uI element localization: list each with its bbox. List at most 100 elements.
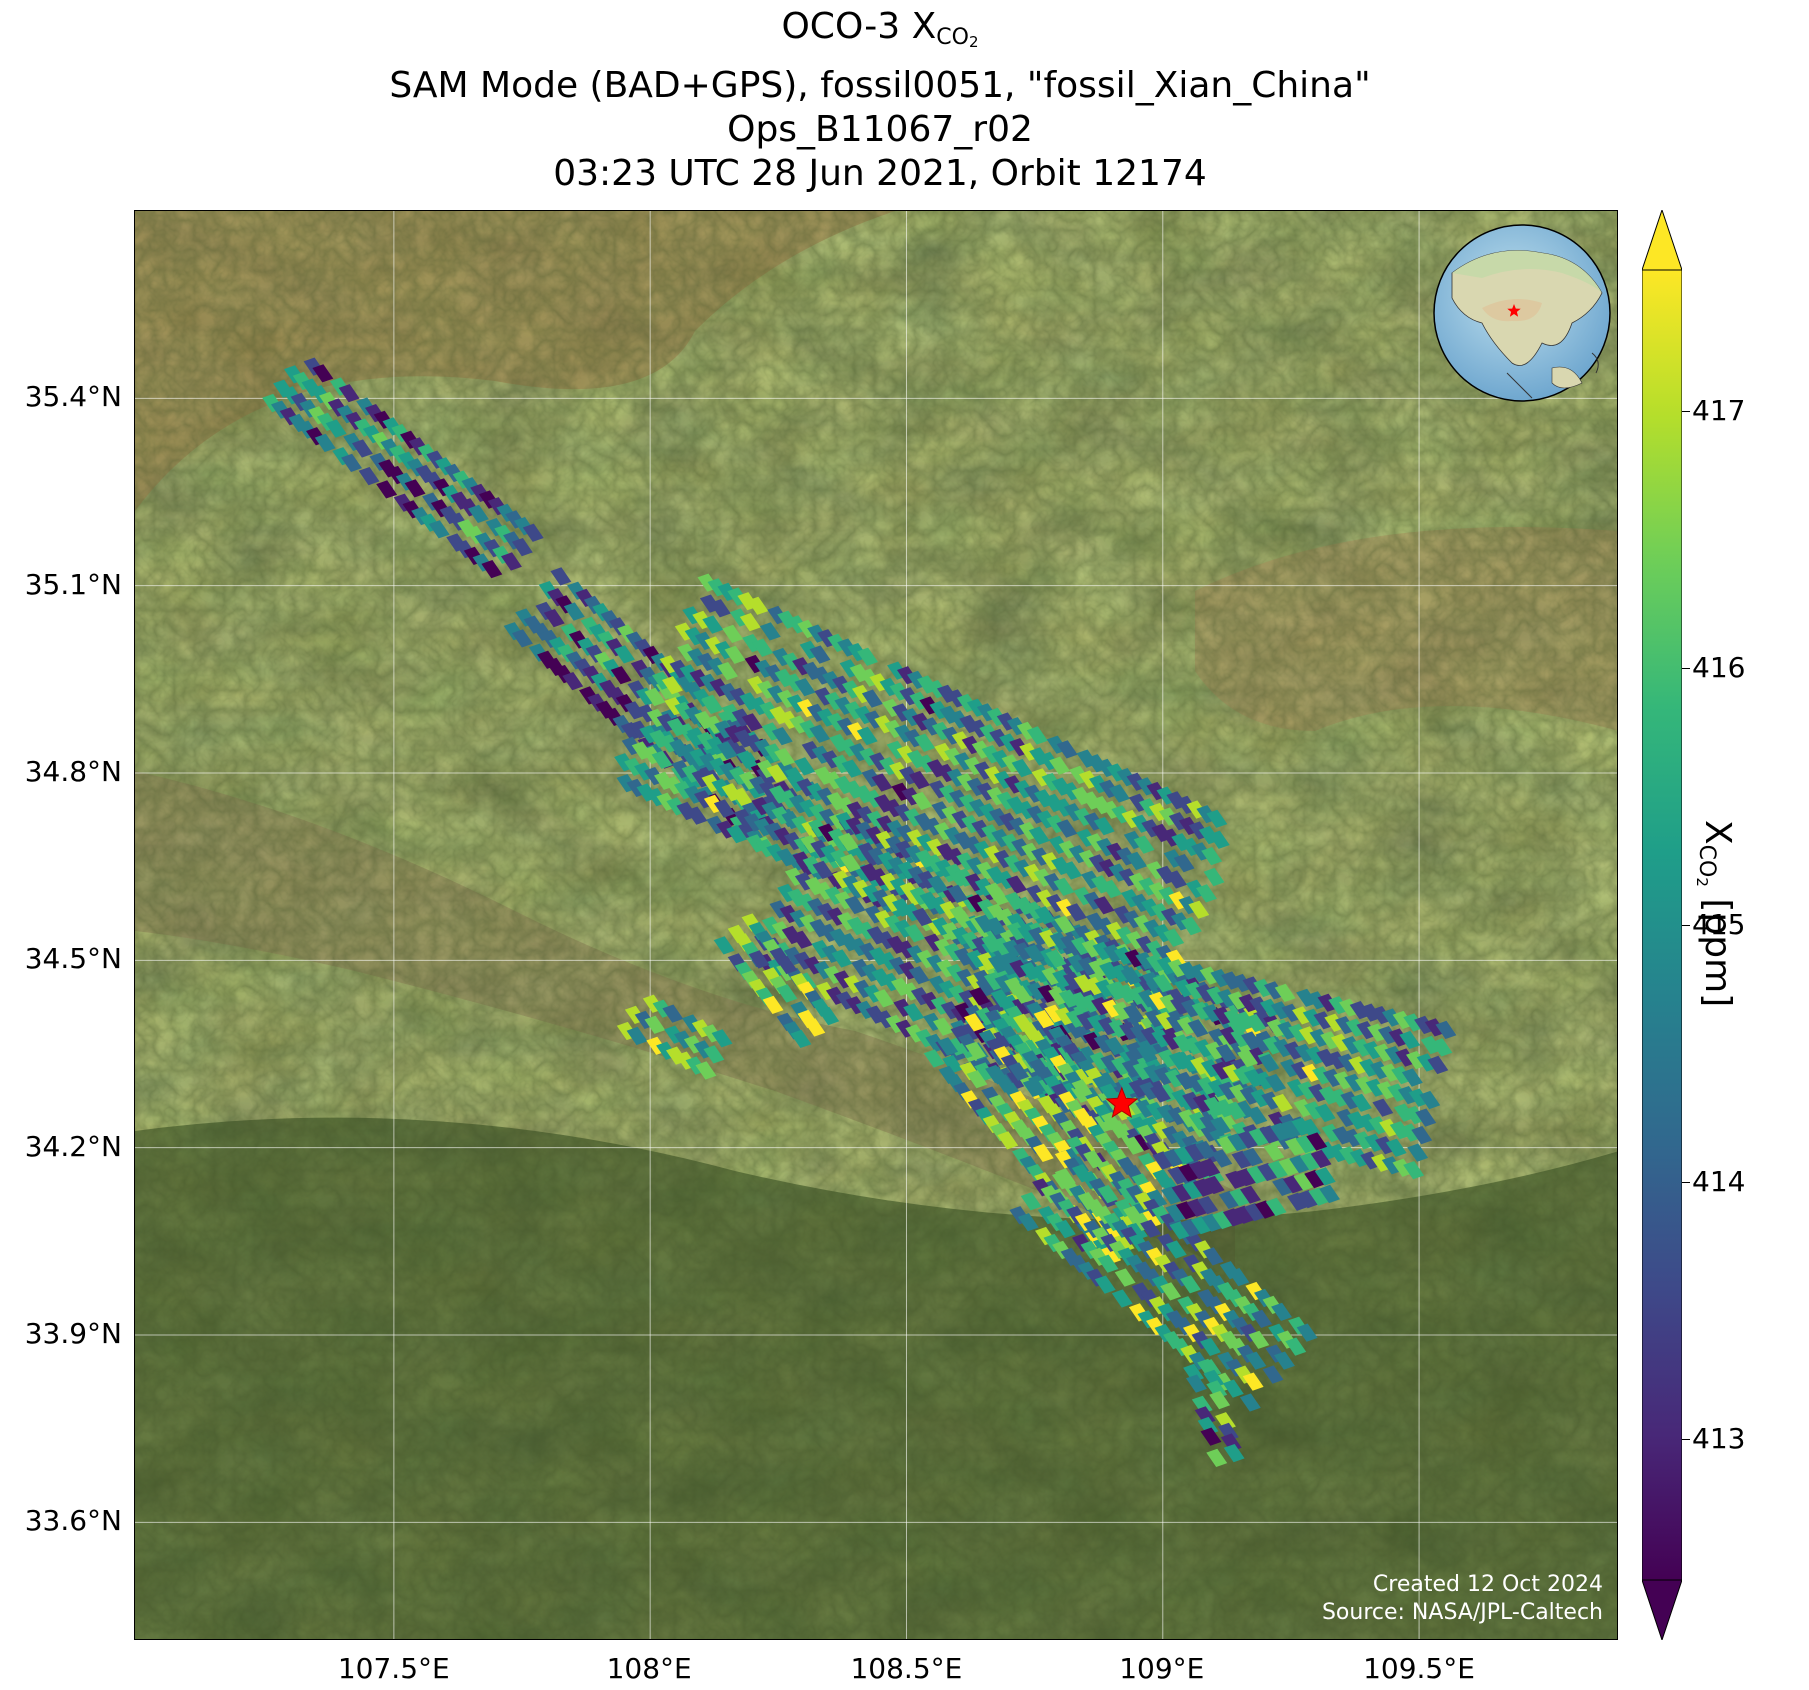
xco2-sounding [1140,1026,1162,1045]
xco2-sounding [1061,861,1082,880]
xco2-sounding [914,733,936,752]
xco2-sounding [1251,1033,1273,1053]
xco2-sounding [987,954,1009,973]
xco2-sounding [1123,1136,1144,1155]
xco2-sounding [794,757,815,776]
xco2-sounding [1380,1063,1402,1082]
xco2-sounding [1282,1175,1304,1194]
xco2-sounding [1293,1098,1315,1118]
xco2-sounding [1280,1120,1302,1139]
xco2-sounding [614,645,635,664]
xco2-sounding [933,1017,954,1036]
xco2-sounding [1215,1044,1237,1063]
xco2-sounding [1406,1050,1427,1070]
xco2-sounding [1101,999,1123,1018]
xco2-sounding [1163,928,1185,947]
xco2-sounding [726,825,748,844]
xco2-sounding [1173,1146,1195,1165]
xco2-sounding [1341,1036,1363,1055]
globe-siberia [1452,250,1602,293]
xco2-sounding [1264,981,1285,1000]
xco2-sounding [1291,1117,1313,1136]
xco2-sounding [1342,1128,1364,1147]
xco2-sounding [1308,1187,1330,1206]
xco2-sounding [1235,1168,1257,1187]
xco2-sounding [1022,1078,1044,1097]
xco2-sounding [1009,959,1031,978]
xco2-sounding [1033,1010,1055,1029]
xco2-sounding [1286,1078,1308,1098]
xco2-sounding [942,1055,964,1074]
xco2-sounding [1273,1038,1295,1058]
xco2-sounding [908,966,930,985]
xco2-sounding [1016,979,1037,998]
xco2-sounding [747,596,769,615]
xco2-sounding [1165,1203,1187,1222]
xco2-sounding [1168,1051,1190,1070]
xco2-sounding [1028,927,1049,946]
xco2-sounding [1263,1142,1285,1161]
xco2-sounding [1195,984,1217,1003]
xco2-sounding [1065,903,1087,922]
xco2-sounding [1088,959,1110,978]
xco2-sounding [1135,1099,1157,1118]
xco2-sounding [1233,1205,1255,1224]
xco2-sounding [1245,1351,1267,1370]
xco2-sounding [1178,1109,1199,1128]
xco2-sounding [1227,991,1249,1010]
xco2-sounding [1065,1009,1087,1028]
xco2-sounding [961,1022,982,1041]
xco2-sounding [1408,1088,1430,1107]
xco2-sounding [1011,759,1033,778]
xco2-sounding [1222,1379,1244,1398]
xco2-sounding [1254,1071,1276,1090]
xco2-sounding [1404,1106,1426,1125]
target-star-icon[interactable] [1105,1086,1139,1118]
xco2-sounding [1127,986,1149,1005]
xco2-sounding [1259,998,1281,1018]
xco2-sounding [1167,959,1189,978]
xco2-sounding [1108,1019,1130,1038]
xco2-sounding [1156,1104,1178,1123]
xco2-sounding [1054,1007,1076,1026]
xco2-sounding [1095,979,1116,998]
xco2-sounding [1093,817,1115,836]
xco2-sounding [1193,1178,1214,1197]
xco2-sounding [1142,971,1163,990]
xco2-sounding [969,987,990,1006]
colorbar-tick-mark [1682,411,1690,413]
xco2-sounding [748,950,770,969]
xco2-sounding [1026,726,1048,745]
xco2-sounding [1243,1069,1265,1088]
xco2-sounding [1199,1158,1221,1177]
xco2-sounding [1108,1120,1130,1139]
xco2-sounding [1400,1123,1422,1142]
xco2-sounding [974,914,996,933]
xco2-sounding [1364,1133,1386,1152]
xco2-sounding [774,748,796,767]
xco2-sounding [1083,1032,1104,1051]
xco2-sounding [1032,1143,1054,1162]
xco2-sounding [1212,1210,1234,1230]
xco2-sounding [1376,1081,1398,1100]
xco2-sounding [1397,1086,1419,1105]
satellite-map[interactable]: Created 12 Oct 2024 Source: NASA/JPL-Cal… [134,210,1618,1640]
credit-created: Created 12 Oct 2024 [1372,1572,1603,1597]
xco2-sounding [1355,1076,1376,1095]
xco2-sounding [1308,1083,1329,1102]
xco2-sounding [1206,1448,1228,1467]
xco2-sounding [1116,984,1138,1003]
xco2-sounding [1360,1151,1382,1170]
xco2-sounding [1360,1003,1382,1022]
xco2-sounding [512,629,533,648]
xco2-sounding [1230,1029,1252,1048]
xco2-sounding [1399,1030,1421,1050]
xco2-sounding [1218,1190,1240,1209]
xco2-sounding [1357,1113,1379,1132]
inset-globe[interactable] [1433,224,1611,402]
lon-tick-label: 108.5°E [850,1652,963,1685]
xco2-sounding [1020,962,1041,981]
xco2-sounding [731,787,753,806]
title-line-2: SAM Mode (BAD+GPS), fossil0051, "fossil_… [389,65,1371,106]
xco2-sounding [1077,956,1099,976]
